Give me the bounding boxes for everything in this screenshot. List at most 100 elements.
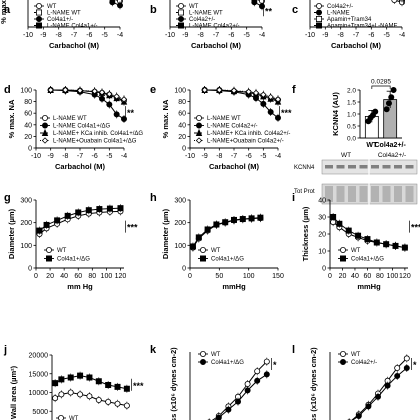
data-point-l [374, 393, 381, 400]
panel-i: i 0 20 40 60 80 100 120 0 10 20 30 40 mmHg Thickness (… [292, 192, 420, 291]
legend-marker-c [315, 15, 322, 22]
legend-h: WT Col4a1+/ΔG [198, 246, 244, 263]
legend-label-b: WT [189, 4, 199, 10]
legend-marker-c [315, 9, 322, 16]
data-point-h [189, 243, 196, 250]
x-tick-label-g: 100 [101, 273, 113, 280]
x-tick-label-h: 50 [215, 273, 223, 280]
legend-k: WT Col4a1+/ΔG [198, 350, 244, 366]
x-tick-label-i: 80 [376, 273, 384, 280]
y-tick-label-e: 60 [178, 111, 186, 118]
legend-label-g: WT [57, 248, 67, 254]
bar-point-f [388, 94, 395, 101]
y-axis-label-a: % max. NA [0, 0, 8, 24]
panel-j: j05000100001500020000Wall area (µm²)WT**… [3, 344, 144, 420]
blot-band-f [359, 165, 368, 169]
legend-label-b: L-NAME WT [189, 11, 223, 17]
panel-a: a -10 -9 -8 -7 -6 -5 -4 Carbachol (M) % max. NA WT… [0, 0, 131, 50]
data-point-h [222, 219, 229, 226]
significance-d: ** [127, 108, 135, 118]
y-tick-label-i: 10 [318, 249, 326, 256]
x-axis-label-h: mmHg [222, 282, 246, 291]
series-e-3 [201, 86, 282, 104]
legend-marker-g [46, 246, 53, 253]
legend-i: WT Col4a1+/ΔG [338, 246, 384, 263]
legend-label-a: L-NAME WT [47, 11, 81, 17]
y-tick-label-f: 0.0 [347, 136, 356, 143]
data-point-k [215, 414, 222, 420]
x-tick-label-b: -8 [198, 32, 204, 39]
data-point-b [251, 0, 258, 6]
x-axis-label-e: Carbachol (M) [209, 162, 260, 171]
y-tick-label-j: 15000 [29, 371, 49, 378]
data-point-l [365, 403, 372, 410]
series-c-2 [398, 0, 405, 3]
data-point-j [77, 391, 84, 398]
legend-label-i: Col4a1+/ΔG [351, 257, 384, 263]
panel-l: l Stress (x10⁶ dynes cm-2) WT Col4a2+/- * [292, 344, 417, 420]
x-tick-label-e: -4 [275, 153, 281, 160]
panel-b: b -10 -9 -8 -7 -6 -5 -4 Carbachol (M) WTL-NAME WT… [150, 0, 276, 50]
data-point-d [113, 111, 120, 118]
legend-marker-a [36, 9, 43, 16]
blot-band-f [359, 186, 368, 202]
legend-marker-b [177, 9, 184, 16]
significance-a: ** [123, 0, 131, 4]
x-tick-label-a: -9 [40, 32, 46, 39]
y-axis-label-f: KCNN4 (AU) [331, 92, 340, 136]
x-tick-label-a: -6 [86, 32, 92, 39]
legend-g: WT Col4a1+/ΔG [44, 246, 90, 263]
panel-e: e -10 -9 -8 -7 -6 -5 -4 0 20 40 60 80 100 Carbachol (M… [150, 84, 292, 171]
data-point-d [62, 86, 69, 94]
x-tick-label-b: -9 [182, 32, 188, 39]
series-k-1 [214, 370, 270, 420]
legend-marker-d [41, 137, 49, 144]
data-point-i [373, 239, 380, 246]
bar-point-f [372, 108, 379, 115]
y-tick-label-g: 200 [20, 220, 32, 227]
legend-marker-d [42, 115, 49, 122]
data-point-l [394, 364, 401, 371]
series-line-e [204, 89, 279, 119]
panel-letter-d: d [4, 84, 11, 96]
y-tick-label-j: 10000 [29, 390, 49, 397]
data-point-e [267, 109, 274, 116]
y-tick-label-e: 40 [178, 122, 186, 129]
legend-marker-i [339, 255, 346, 262]
bar-point-f [385, 100, 392, 107]
legend-label-a: L-NAME Col4a1+/- [47, 24, 98, 30]
data-point-g [36, 227, 43, 234]
data-point-h [257, 214, 264, 221]
legend-label-i: WT [351, 248, 361, 254]
x-tick-label-c: -5 [384, 32, 390, 39]
x-tick-label-a: -4 [117, 32, 123, 39]
data-point-g [75, 209, 82, 216]
legend-marker-d [41, 128, 49, 137]
bar-category-label-f: Col4a2+/- [375, 142, 407, 149]
legend-d: L-NAME WT L-NAME Col4a1+/ΔGL-NAME+ KCa in… [40, 115, 143, 145]
y-tick-label-g: 300 [20, 198, 32, 205]
x-tick-label-i: 40 [351, 273, 359, 280]
blot-band-f [382, 186, 391, 202]
data-point-j [52, 395, 59, 402]
panel-letter-h: h [150, 192, 157, 204]
data-point-j [105, 398, 112, 405]
data-point-d [98, 89, 106, 96]
data-point-j [123, 402, 130, 409]
y-tick-label-d: 20 [24, 134, 32, 141]
panel-letter-c: c [292, 4, 298, 16]
data-point-j [67, 374, 74, 381]
legend-label-d: L-NAME WT [53, 116, 87, 122]
legend-marker-b [177, 3, 184, 9]
panel-letter-i: i [292, 192, 295, 204]
panel-c: c -10 -9 -8 -7 -6 -5 -4 Carbachol (M) Col4a2+/-L-… [292, 0, 420, 50]
data-point-g [64, 212, 71, 219]
legend-label-k: Col4a1+/ΔG [211, 360, 244, 366]
data-point-l [403, 364, 410, 371]
panel-letter-a: a [4, 4, 11, 16]
y-tick-label-f: 1.5 [347, 100, 356, 107]
